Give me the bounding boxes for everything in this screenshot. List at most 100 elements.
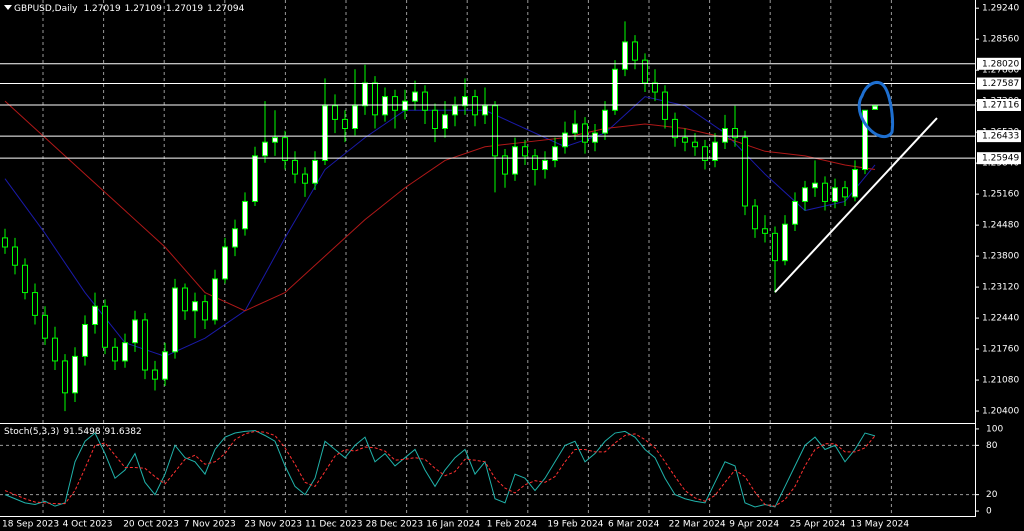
- candle-body: [52, 337, 58, 362]
- candle-body: [2, 237, 8, 248]
- candle-body: [342, 118, 348, 130]
- x-tick-label: 16 Jan 2024: [426, 520, 480, 530]
- candle-body: [732, 128, 738, 139]
- grid-layer: [0, 0, 975, 516]
- stoch-main-value: 91.5498: [63, 427, 100, 437]
- candle-body: [272, 137, 278, 143]
- candle-body: [122, 342, 128, 362]
- hand-drawn-circle: [857, 81, 894, 139]
- candle-body: [532, 155, 538, 171]
- close-value: 1.27094: [207, 4, 244, 14]
- candle-body: [862, 109, 868, 171]
- candle-body: [802, 187, 808, 202]
- candle-body: [312, 159, 318, 184]
- candle-body: [172, 287, 178, 353]
- candle-body: [72, 355, 78, 394]
- candle-body: [792, 200, 798, 225]
- candle-body: [512, 146, 518, 175]
- candle-body: [452, 105, 458, 116]
- candle-body: [132, 319, 138, 344]
- candle-body: [482, 105, 488, 116]
- high-value: 1.27109: [125, 4, 162, 14]
- candle-body: [302, 173, 308, 184]
- y-tick-label: 1.23800: [982, 252, 1019, 262]
- x-tick-label: 13 May 2024: [850, 520, 909, 530]
- candle-body: [42, 314, 48, 339]
- y-tick-label: 1.21760: [982, 345, 1019, 355]
- candle-body: [832, 187, 838, 202]
- candle-body: [682, 137, 688, 143]
- candle-body: [102, 305, 108, 348]
- candle-body: [362, 82, 368, 107]
- data-layer: [0, 21, 975, 508]
- x-tick-label: 1 Feb 2024: [487, 520, 538, 530]
- candle-body: [692, 141, 698, 148]
- candle-body: [442, 114, 448, 130]
- candle-body: [192, 301, 198, 312]
- candle-body: [422, 91, 428, 111]
- candle-body: [562, 132, 568, 148]
- axis-layer: 18 Sep 2023 4 Oct 2023 20 Oct 2023 7 Nov 20…: [2, 4, 1021, 530]
- candle-body: [412, 91, 418, 102]
- stoch-header: Stoch(5,3,3) 91.5498 91.6382: [4, 427, 142, 437]
- y-tick-label: 1.22440: [982, 314, 1019, 324]
- y-tick-label: 1.24480: [982, 221, 1019, 231]
- x-tick-label: 18 Sep 2023: [2, 520, 59, 530]
- candle-body: [652, 82, 658, 93]
- candle-body: [772, 232, 778, 262]
- x-tick-label: 19 Feb 2024: [547, 520, 603, 530]
- level-label: 1.25949: [982, 154, 1019, 164]
- candle-body: [372, 82, 378, 116]
- candle-body: [602, 109, 608, 134]
- y-tick-label: 1.28560: [982, 35, 1019, 45]
- candle-body: [812, 182, 818, 189]
- level-label-box: [977, 152, 1021, 165]
- candle-body: [162, 351, 168, 380]
- x-tick-label: 25 Apr 2024: [790, 520, 846, 530]
- x-tick-label: 9 Apr 2024: [729, 520, 779, 530]
- candle-body: [332, 105, 338, 120]
- candle-body: [62, 360, 68, 394]
- candle-body: [142, 319, 148, 371]
- candle-body: [182, 287, 188, 312]
- candle-body: [722, 128, 728, 143]
- candle-body: [612, 68, 618, 111]
- candle-body: [22, 264, 28, 294]
- candle-body: [662, 91, 668, 120]
- x-tick-label: 6 Mar 2024: [608, 520, 660, 530]
- level-label: 1.26433: [982, 132, 1019, 142]
- candle-body: [322, 105, 328, 161]
- candle-body: [82, 323, 88, 357]
- x-tick-label: 7 Nov 2023: [184, 520, 236, 530]
- menu-triangle: [4, 5, 12, 10]
- candle-body: [742, 137, 748, 207]
- candle-body: [702, 146, 708, 161]
- symbol: GBPUSD,Daily: [14, 4, 78, 14]
- candle-body: [522, 146, 528, 157]
- y-tick-label: 1.27880: [982, 66, 1019, 76]
- candle-body: [202, 301, 208, 321]
- y-tick-label: 100: [986, 424, 1003, 434]
- stoch-signal-value: 91.6382: [105, 427, 142, 437]
- chart-header: GBPUSD,Daily 1.27019 1.27109 1.27019 1.27094: [14, 4, 245, 14]
- candle-body: [542, 159, 548, 171]
- level-label: 1.27587: [982, 79, 1019, 89]
- stoch-title: Stoch(5,3,3): [4, 427, 59, 437]
- candle-body: [432, 109, 438, 130]
- candle-body: [762, 228, 768, 234]
- candle-body: [462, 96, 468, 107]
- candle-body: [712, 141, 718, 161]
- candle-body: [592, 132, 598, 143]
- low-value: 1.27019: [166, 4, 203, 14]
- candle-body: [672, 118, 678, 139]
- candle-body: [752, 205, 758, 230]
- candle-body: [152, 369, 158, 380]
- candle-body: [252, 155, 258, 202]
- x-tick-label: 23 Nov 2023: [244, 520, 302, 530]
- candle-body: [382, 96, 388, 116]
- y-tick-label: 1.20400: [982, 407, 1019, 417]
- candle-body: [552, 146, 558, 161]
- moving-average: [4, 100, 876, 312]
